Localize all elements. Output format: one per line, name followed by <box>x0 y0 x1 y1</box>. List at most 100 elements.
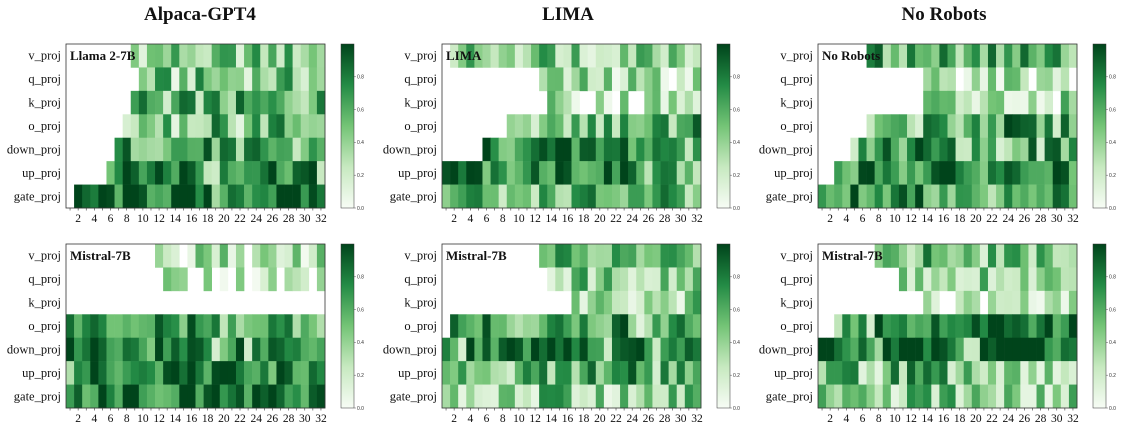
heatmap-cell <box>996 244 1005 268</box>
heatmap-cell <box>858 337 867 362</box>
x-tick-label: 4 <box>91 413 97 425</box>
heatmap-cell <box>1036 161 1045 185</box>
colorbar <box>1092 43 1107 209</box>
heatmap-cell <box>450 337 459 362</box>
heatmap-cell <box>539 114 548 139</box>
heatmap-cell <box>676 290 686 315</box>
x-tick-label: 24 <box>626 213 638 225</box>
heatmap-cell <box>179 44 188 68</box>
heatmap-cell <box>490 361 499 385</box>
heatmap-cell <box>1004 314 1013 339</box>
heatmap-cell <box>1028 290 1037 315</box>
heatmap-cell <box>1028 44 1037 68</box>
panel-label: Llama 2-7B <box>70 48 136 63</box>
x-tick-label: 16 <box>562 413 574 425</box>
heatmap-cell <box>252 44 261 68</box>
heatmap-cell <box>235 384 245 409</box>
heatmap-cell <box>996 114 1005 139</box>
y-tick-label: o_proj <box>780 119 813 133</box>
heatmap-cell <box>939 137 948 162</box>
heatmap-cell <box>114 337 123 362</box>
heatmap-cell <box>882 337 892 362</box>
heatmap-cell <box>1060 337 1070 362</box>
y-tick-label: down_proj <box>759 342 813 356</box>
heatmap-cell <box>219 44 229 68</box>
heatmap-cell <box>82 314 91 339</box>
heatmap-cell <box>834 337 843 362</box>
heatmap-cell <box>106 314 115 339</box>
heatmap-cell <box>579 244 588 268</box>
panel-label: No Robots <box>822 48 880 63</box>
heatmap-cell <box>1012 161 1021 185</box>
heatmap-cell <box>668 384 678 409</box>
colorbar-tick-label: 0.8 <box>733 75 740 81</box>
heatmap-cell <box>963 44 973 68</box>
heatmap-cell <box>947 314 956 339</box>
heatmap-cell <box>235 161 245 185</box>
heatmap-cell <box>514 384 524 409</box>
heatmap-cell <box>603 337 613 362</box>
heatmap-cell <box>235 184 245 209</box>
heatmap-cell <box>611 337 621 362</box>
heatmap-cell <box>268 161 277 185</box>
heatmap-cell <box>1020 184 1029 209</box>
heatmap-cell <box>923 114 932 139</box>
heatmap-cell <box>268 267 277 292</box>
heatmap-cell <box>1052 114 1062 139</box>
heatmap-cell <box>219 244 229 268</box>
heatmap-cell <box>684 184 694 209</box>
heatmap-cell <box>244 184 253 209</box>
heatmap-cell <box>1060 137 1070 162</box>
heatmap-cell <box>571 184 580 209</box>
heatmap-cell <box>522 337 532 362</box>
heatmap-cell <box>292 137 302 162</box>
colorbar-tick-label: 0.0 <box>733 206 740 212</box>
heatmap-cell <box>308 384 318 409</box>
heatmap-cell <box>179 337 188 362</box>
heatmap-cell <box>963 137 973 162</box>
heatmap-cell <box>931 384 940 409</box>
heatmap-cell <box>939 184 948 209</box>
heatmap-cell <box>923 90 932 115</box>
heatmap-cell <box>466 384 475 409</box>
heatmap-cell <box>579 337 588 362</box>
heatmap-cell <box>955 114 964 139</box>
heatmap-cell <box>684 384 694 409</box>
x-tick-label: 2 <box>451 413 457 425</box>
heatmap-cell <box>90 337 99 362</box>
heatmap-cell <box>563 184 572 209</box>
heatmap-cell <box>203 267 212 292</box>
heatmap-cell <box>531 361 540 385</box>
x-tick-label: 4 <box>91 213 97 225</box>
heatmap-cell <box>684 161 694 185</box>
heatmap-cell <box>555 244 564 268</box>
heatmap-cell <box>195 361 204 385</box>
heatmap-cell <box>547 361 556 385</box>
x-tick-label: 14 <box>922 413 934 425</box>
heatmap-cell <box>531 114 540 139</box>
heatmap-cell <box>971 90 981 115</box>
heatmap-cell <box>308 44 318 68</box>
heatmap-cell <box>252 137 261 162</box>
heatmap-cell <box>268 67 277 92</box>
heatmap-cell <box>1044 184 1054 209</box>
heatmap-cell <box>171 384 180 409</box>
heatmap-cell <box>1004 90 1013 115</box>
heatmap-cell <box>923 290 932 315</box>
heatmap-cell <box>498 361 508 385</box>
y-tick-label: o_proj <box>28 119 61 133</box>
heatmap-cell <box>187 244 196 268</box>
heatmap-cell <box>1052 314 1062 339</box>
heatmap-cell <box>979 184 989 209</box>
heatmap-cell <box>171 161 180 185</box>
x-tick-label: 30 <box>1051 413 1063 425</box>
heatmap-cell <box>603 161 613 185</box>
heatmap-cell <box>603 114 613 139</box>
y-tick-label: o_proj <box>780 319 813 333</box>
heatmap-cell <box>1004 184 1013 209</box>
heatmap-cell <box>915 184 924 209</box>
heatmap-cell <box>890 184 900 209</box>
heatmap-cell <box>130 114 140 139</box>
heatmap-cell <box>1060 114 1070 139</box>
heatmap-cell <box>235 114 245 139</box>
